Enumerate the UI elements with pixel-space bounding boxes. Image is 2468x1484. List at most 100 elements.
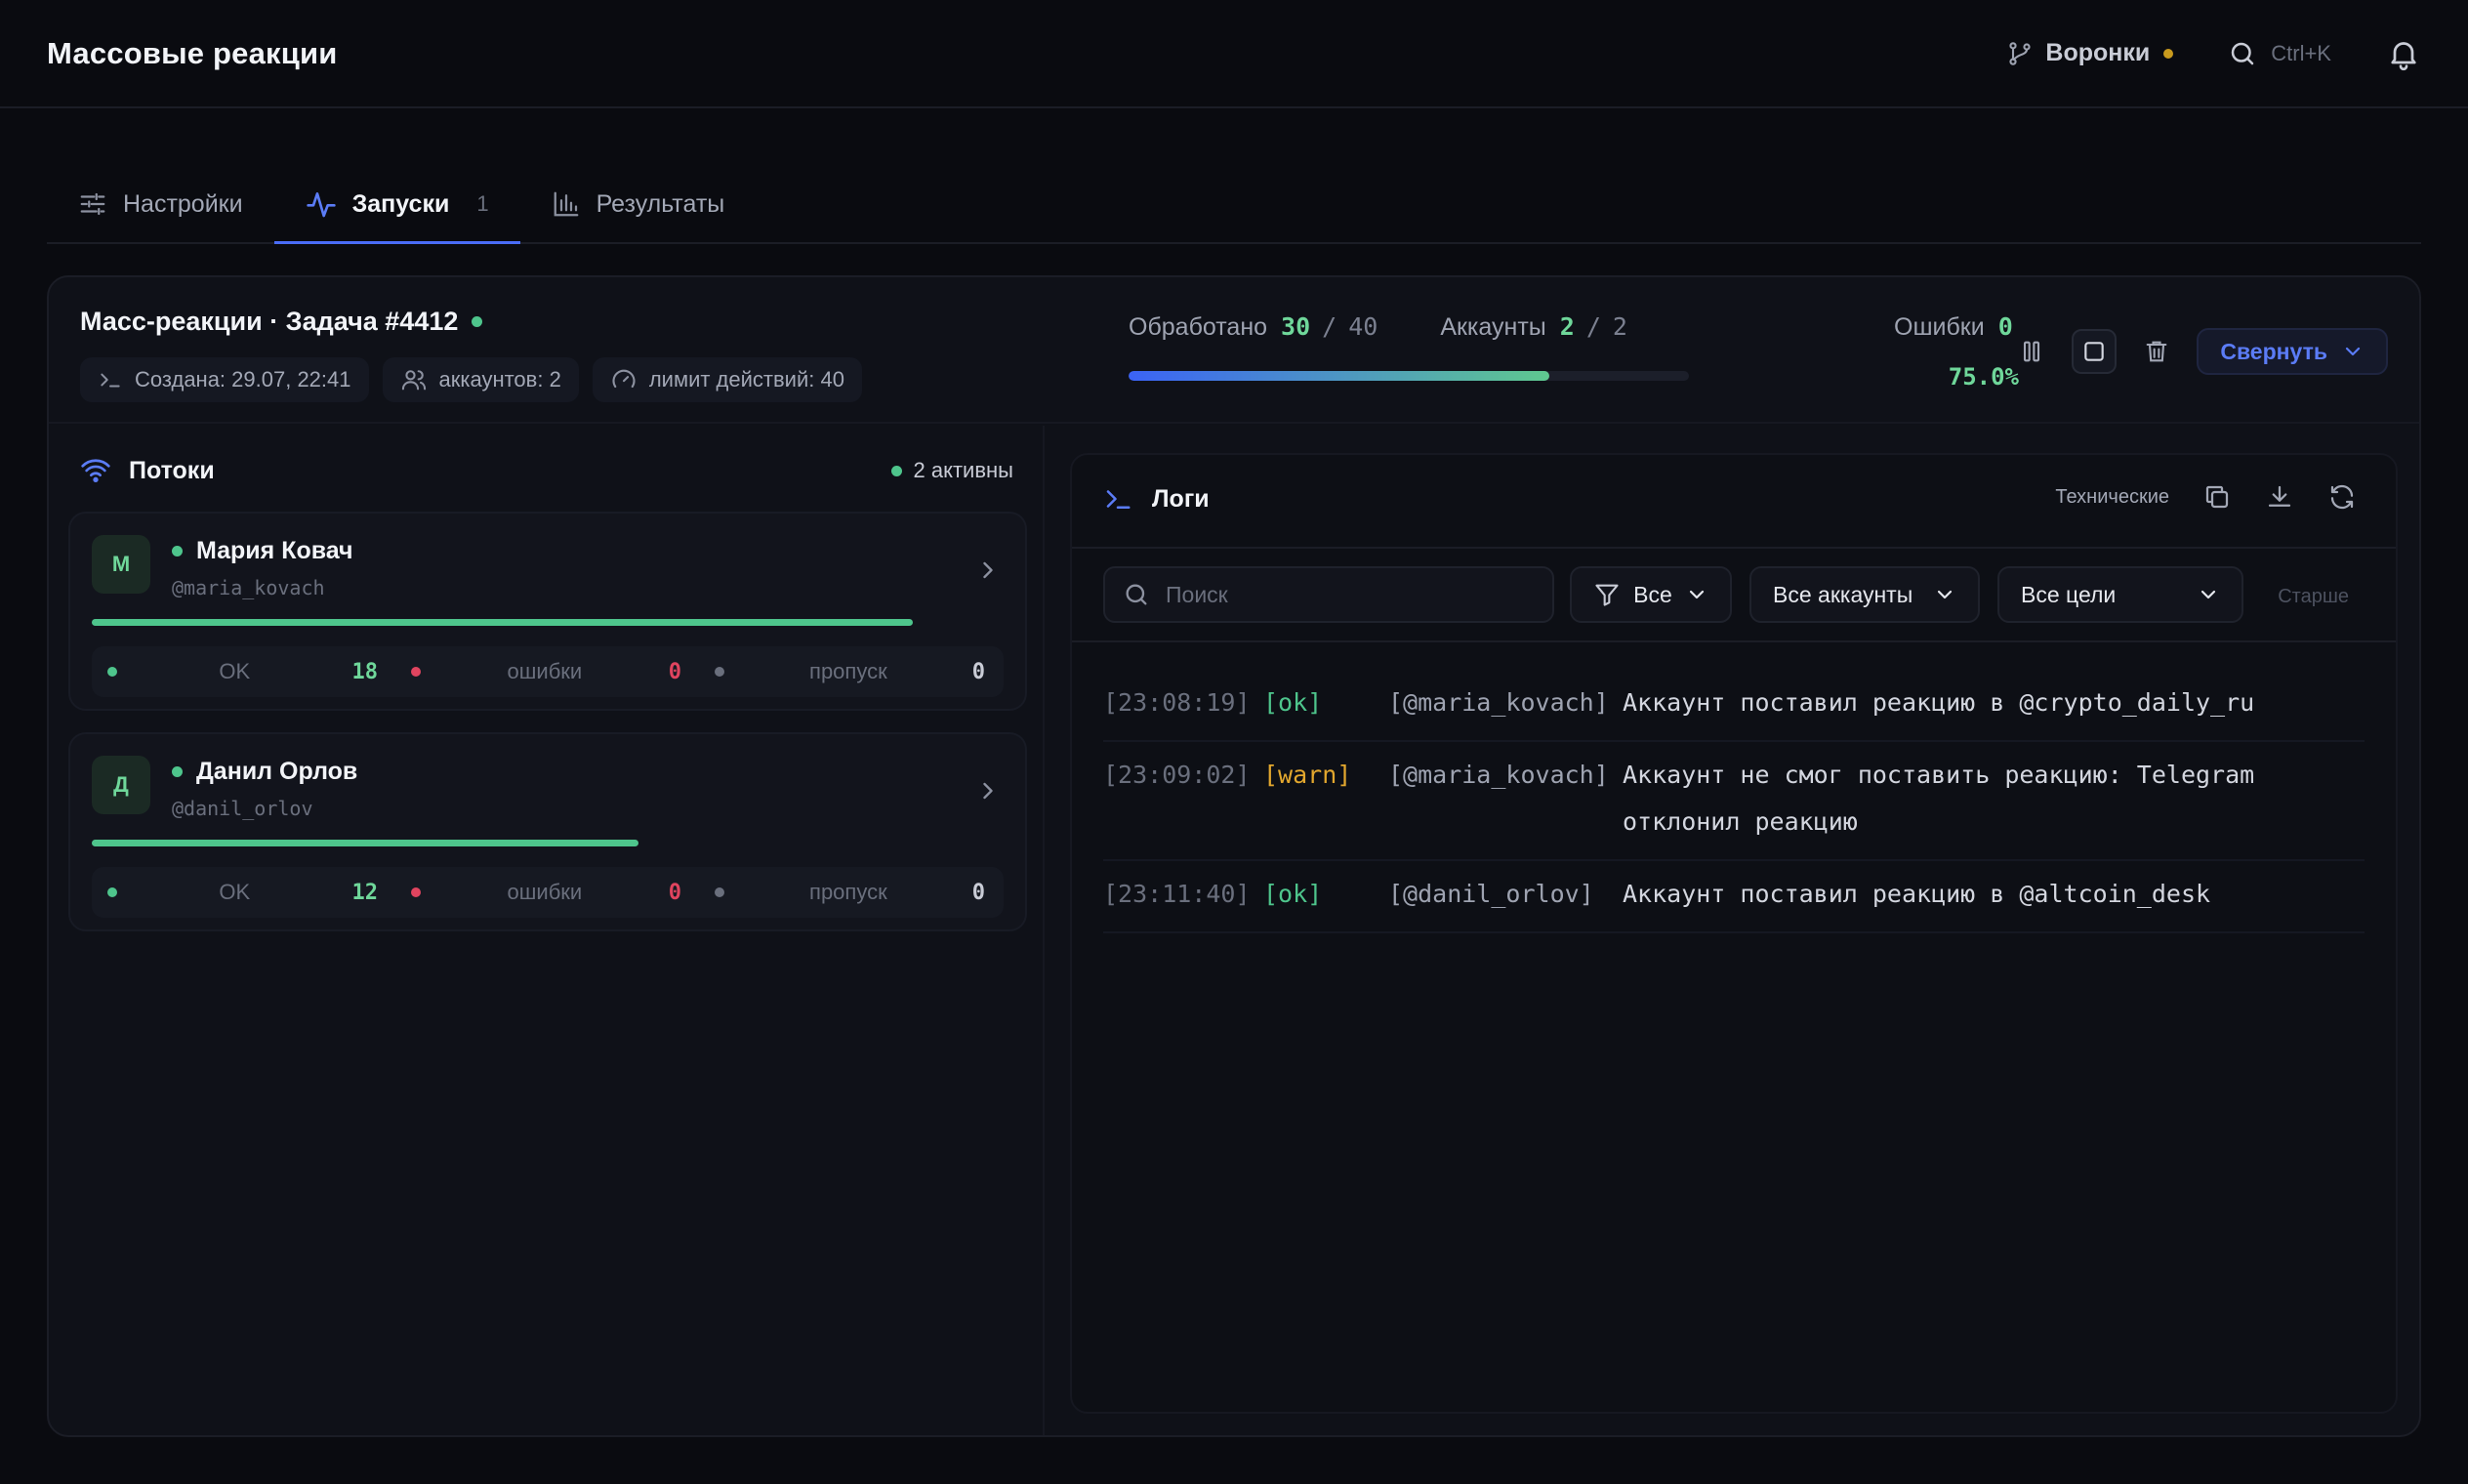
log-account: [@maria_kovach]: [1388, 688, 1609, 717]
log-entry: [23:08:19] [ok] [@maria_kovach] Аккаунт …: [1103, 670, 2365, 742]
limit-chip: лимит действий: 40: [592, 357, 862, 402]
stop-button[interactable]: [2072, 329, 2118, 374]
created-text: Создана: 29.07, 22:41: [135, 367, 351, 392]
technical-toggle[interactable]: Технические: [2055, 485, 2169, 508]
ok-dot: [107, 667, 117, 677]
errors-label: Ошибки: [1894, 313, 1985, 341]
thread-card[interactable]: Д Данил Орлов @danil_orlov OK 12 ошибки: [68, 732, 1027, 931]
filter-icon: [1593, 581, 1621, 608]
active-threads-count: 2 активны: [890, 458, 1013, 483]
log-time: [23:09:02]: [1103, 761, 1251, 789]
error-label: ошибки: [507, 659, 583, 683]
search-icon: [2228, 39, 2257, 68]
tab-results[interactable]: Результаты: [520, 166, 757, 242]
thread-name-text: Мария Ковач: [196, 537, 353, 564]
chevron-right-icon[interactable]: [974, 556, 1002, 584]
gauge-icon: [610, 366, 638, 393]
funnels-button[interactable]: Воронки: [2006, 39, 2174, 67]
older-button[interactable]: Старше: [2278, 586, 2349, 607]
targets-filter-select[interactable]: Все цели: [1997, 566, 2243, 623]
funnels-label: Воронки: [2045, 39, 2151, 66]
header-actions: Воронки Ctrl+K: [2006, 36, 2421, 71]
skip-stat: пропуск 0: [699, 659, 1003, 684]
logs-header: Логи Технические: [1072, 455, 2396, 549]
skip-label: пропуск: [809, 880, 887, 904]
collapse-button[interactable]: Свернуть: [2197, 328, 2388, 375]
processed-stats: Обработано 30 / 40 Аккаунты 2 / 2: [1129, 312, 1627, 342]
trash-icon: [2143, 338, 2170, 365]
chevron-right-icon[interactable]: [974, 777, 1002, 804]
log-message: Аккаунт поставил реакцию в @crypto_daily…: [1623, 688, 2255, 717]
skip-stat: пропуск 0: [699, 880, 1003, 905]
skip-label: пропуск: [809, 659, 887, 683]
logs-title-text: Логи: [1152, 484, 1210, 513]
ok-dot: [107, 887, 117, 897]
pause-button[interactable]: [2009, 329, 2054, 374]
search-shortcut: Ctrl+K: [2271, 40, 2331, 65]
error-stat: ошибки 0: [395, 659, 699, 684]
threads-title-text: Потоки: [129, 456, 215, 484]
run-panel: Масс-реакции · Задача #4412 Создана: 29.…: [47, 275, 2421, 1437]
thread-card[interactable]: М Мария Ковач @maria_kovach OK 18 ошибки: [68, 512, 1027, 711]
processed-label: Обработано: [1129, 313, 1268, 341]
thread-name: Мария Ковач: [172, 537, 353, 565]
active-count-text: 2 активны: [913, 458, 1013, 482]
bell-icon[interactable]: [2386, 36, 2421, 71]
log-time: [23:11:40]: [1103, 880, 1251, 908]
thread-handle: @danil_orlov: [172, 797, 313, 820]
delete-button[interactable]: [2134, 329, 2179, 374]
sliders-icon: [78, 189, 107, 219]
tab-label: Настройки: [123, 189, 243, 218]
task-progress-fill: [1129, 371, 1549, 381]
errors-stat: Ошибки 0: [1894, 312, 2013, 342]
task-progress-bar: [1129, 371, 1689, 381]
task-status-dot: [472, 316, 483, 327]
chevron-down-icon: [1685, 583, 1708, 606]
log-message: Аккаунт не смог поставить реакцию: Teleg…: [1623, 761, 2255, 836]
logs-panel: Логи Технические: [1070, 453, 2398, 1414]
log-level: [warn]: [1263, 761, 1352, 789]
level-filter-value: Все: [1633, 581, 1672, 607]
error-stat: ошибки 0: [395, 880, 699, 905]
logs-search-input[interactable]: [1166, 581, 1535, 608]
processed-total: 40: [1348, 312, 1378, 341]
thread-name: Данил Орлов: [172, 758, 357, 786]
download-icon[interactable]: [2265, 482, 2294, 512]
log-time: [23:08:19]: [1103, 688, 1251, 717]
log-entry: [23:09:02] [warn] [@maria_kovach] Аккаун…: [1103, 742, 2365, 861]
tab-count-badge: 1: [476, 191, 489, 216]
accounts-chip: аккаунтов: 2: [382, 357, 579, 402]
progress-percent: 75.0%: [1948, 363, 2019, 391]
avatar: М: [92, 535, 150, 594]
thread-status-dot: [172, 546, 183, 556]
tab-settings[interactable]: Настройки: [47, 166, 274, 242]
refresh-icon[interactable]: [2327, 482, 2357, 512]
ok-stat: OK 18: [92, 659, 395, 684]
error-value: 0: [668, 880, 681, 905]
active-dot: [890, 465, 902, 476]
created-chip: Создана: 29.07, 22:41: [80, 357, 369, 402]
targets-filter-value: Все цели: [2021, 581, 2117, 607]
skip-value: 0: [971, 659, 985, 684]
accounts-active: 2: [1559, 312, 1575, 341]
log-entry: [23:11:40] [ok] [@danil_orlov] Аккаунт п…: [1103, 861, 2365, 933]
logs-filters: Все Все аккаунты Все цели Старше: [1072, 549, 2396, 642]
copy-icon[interactable]: [2202, 482, 2232, 512]
skip-dot: [715, 887, 724, 897]
processed-value: 30: [1281, 312, 1311, 341]
log-account: [@maria_kovach]: [1388, 761, 1609, 789]
level-filter-select[interactable]: Все: [1570, 566, 1732, 623]
log-level: [ok]: [1263, 688, 1323, 717]
error-dot: [411, 667, 421, 677]
tab-runs[interactable]: Запуски 1: [273, 166, 520, 244]
global-search-button[interactable]: Ctrl+K: [2228, 39, 2331, 68]
thread-name-text: Данил Орлов: [196, 758, 358, 785]
accounts-filter-select[interactable]: Все аккаунты: [1749, 566, 1980, 623]
users-icon: [400, 366, 428, 393]
limit-text: лимит действий: 40: [648, 367, 844, 392]
log-message: Аккаунт поставил реакцию в @altcoin_desk: [1623, 880, 2211, 908]
chevron-down-icon: [2341, 340, 2365, 363]
thread-stats: OK 12 ошибки 0 пропуск 0: [92, 867, 1004, 918]
threads-header: Потоки 2 активны: [80, 455, 1013, 486]
tabs: Настройки Запуски 1 Результаты: [47, 166, 2421, 244]
